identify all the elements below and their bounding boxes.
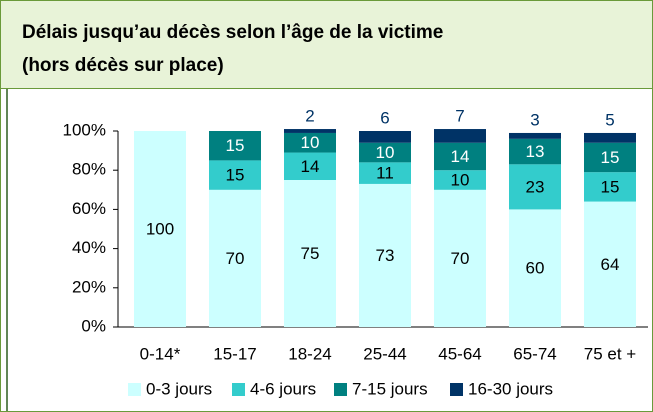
bar-segment	[359, 162, 411, 184]
value-label: 10	[376, 143, 395, 162]
bar-segment	[584, 142, 636, 173]
x-tick-label: 18-24	[288, 344, 331, 363]
bar-segment	[584, 132, 636, 143]
bar-segment	[359, 142, 411, 163]
value-label: 6	[380, 108, 389, 127]
value-label: 23	[526, 177, 545, 196]
legend-label: 0-3 jours	[146, 379, 212, 398]
value-label: 7	[455, 107, 464, 126]
value-label: 73	[376, 246, 395, 265]
bar-segment	[509, 138, 561, 165]
value-label: 14	[451, 147, 470, 166]
legend-label: 16-30 jours	[468, 379, 553, 398]
y-tick-label: 0%	[81, 316, 106, 335]
bar-segment	[584, 201, 636, 327]
value-label: 14	[301, 157, 320, 176]
value-label: 15	[226, 166, 245, 185]
value-label: 75	[301, 244, 320, 263]
bar-segment	[134, 131, 186, 327]
y-tick-label: 100%	[63, 120, 106, 139]
bar-segment	[434, 170, 486, 190]
x-tick-label: 45-64	[438, 344, 481, 363]
legend-swatch	[128, 383, 141, 396]
value-label: 15	[601, 177, 620, 196]
value-label: 10	[451, 170, 470, 189]
bar-segment	[209, 160, 261, 190]
bar-segment	[284, 129, 336, 133]
value-label: 70	[226, 249, 245, 268]
bar-segment	[209, 189, 261, 327]
x-tick-label: 0-14*	[140, 344, 181, 363]
x-tick-label: 25-44	[363, 344, 406, 363]
legend-swatch	[450, 383, 463, 396]
bar-segment	[434, 189, 486, 327]
value-label: 13	[526, 142, 545, 161]
bar-segment	[509, 132, 561, 139]
value-label: 2	[305, 107, 314, 126]
x-tick-label: 15-17	[213, 344, 256, 363]
value-label: 11	[376, 164, 394, 183]
value-label: 60	[526, 259, 545, 278]
bar-segment	[284, 132, 336, 153]
legend-swatch	[334, 383, 347, 396]
value-label: 10	[301, 133, 320, 152]
bar-segment	[284, 152, 336, 180]
bar-segment	[434, 142, 486, 171]
bar-segment	[209, 131, 261, 161]
value-label: 15	[226, 136, 245, 155]
value-label: 15	[601, 148, 620, 167]
y-tick-label: 40%	[72, 238, 106, 257]
value-label: 5	[605, 110, 614, 129]
value-label: 64	[601, 255, 620, 274]
chart-title: Délais jusqu’au décès selon l’âge de la …	[22, 22, 443, 43]
value-label: 3	[530, 110, 539, 129]
legend-swatch	[232, 383, 245, 396]
bar-segment	[584, 172, 636, 202]
y-tick-label: 80%	[72, 160, 106, 179]
chart-title: (hors décès sur place)	[22, 55, 224, 76]
bar-segment	[359, 183, 411, 327]
title-box	[0, 0, 653, 89]
bar-segment	[284, 180, 336, 327]
legend-label: 4-6 jours	[250, 379, 316, 398]
bar-segment	[434, 129, 486, 143]
legend-label: 7-15 jours	[352, 379, 428, 398]
y-tick-label: 60%	[72, 199, 106, 218]
bar-segment	[359, 131, 411, 143]
bar-segment	[509, 209, 561, 327]
x-tick-label: 75 et +	[584, 344, 637, 363]
value-label: 100	[146, 219, 174, 238]
x-tick-label: 65-74	[513, 344, 556, 363]
bar-segment	[509, 164, 561, 210]
value-label: 70	[451, 249, 470, 268]
y-tick-label: 20%	[72, 277, 106, 296]
